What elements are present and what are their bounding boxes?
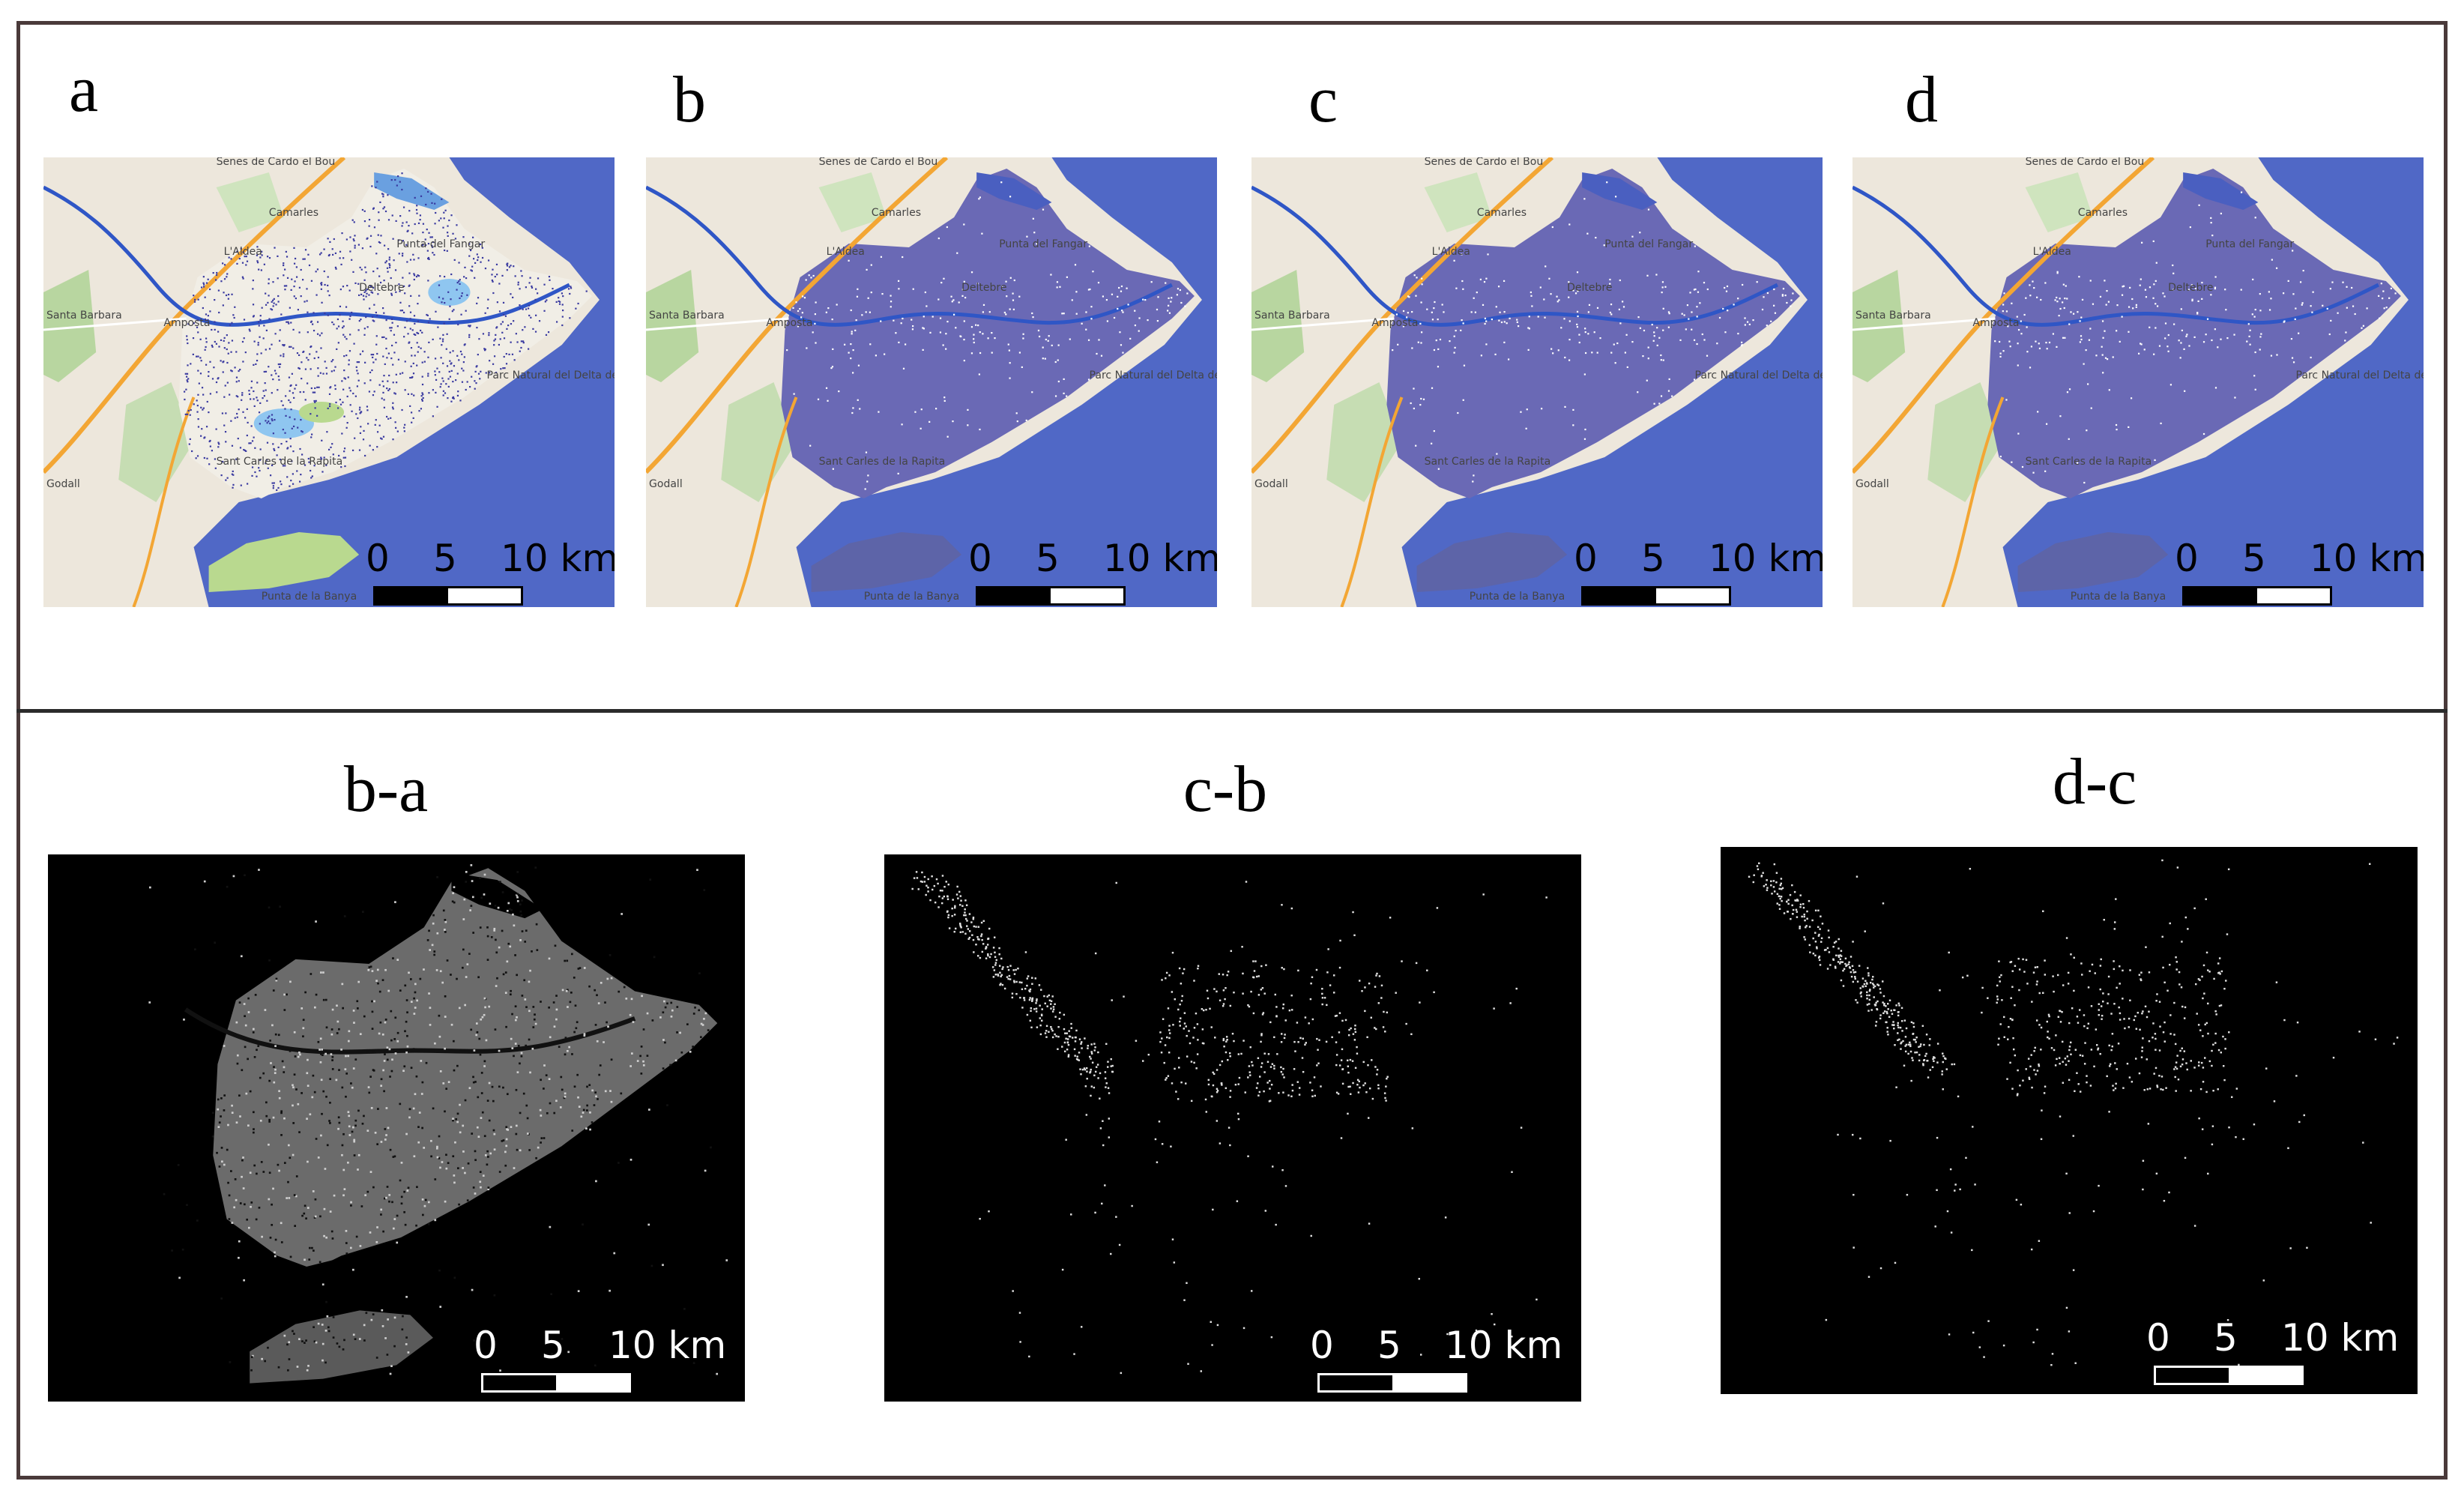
- place-label-deltebre: Deltebre: [961, 282, 1006, 294]
- map-panel-d: Senes de Cardo el Bou Camarles L'Aldea Delt…: [1852, 157, 2424, 607]
- place-label-punta_banya: Punta de la Banya: [262, 591, 357, 603]
- place-label-parc: Parc Natural del Delta de l'Ebre: [487, 370, 615, 381]
- place-label-parc: Parc Natural del Delta de l'Ebre: [1695, 370, 1823, 381]
- place-label-godall: Godall: [46, 478, 80, 490]
- pixel-dots: [1392, 181, 1794, 483]
- pixel-dots: [1994, 191, 2397, 484]
- place-label-santa_barbara: Santa Barbara: [649, 310, 725, 322]
- place-label-punta_fangar: Punta del Fangar: [1604, 238, 1693, 250]
- place-label-deltebre: Deltebre: [2168, 282, 2213, 294]
- place-label-aldea: L'Aldea: [1432, 246, 1470, 258]
- panel-b-label: b: [673, 64, 706, 136]
- place-label-godall: Godall: [649, 478, 683, 490]
- panel-a-label: a: [69, 53, 99, 126]
- place-label-seves: Senes de Cardo el Bou: [217, 157, 336, 168]
- place-label-camarles: Camarles: [269, 207, 318, 219]
- place-label-aldea: L'Aldea: [2033, 246, 2071, 258]
- panel-c-b-label: c-b: [1183, 753, 1268, 826]
- place-label-punta_fangar: Punta del Fangar: [396, 238, 485, 250]
- place-label-santa_barbara: Santa Barbara: [1855, 310, 1931, 322]
- place-label-parc: Parc Natural del Delta de l'Ebre: [2296, 370, 2424, 381]
- panel-c-label: c: [1308, 64, 1338, 136]
- place-label-sant_carles: Sant Carles de la Rapita: [819, 456, 946, 468]
- difference-map-c-b: [911, 871, 1547, 1375]
- panel-d-c-label: d-c: [2052, 746, 2137, 818]
- place-label-amposta: Amposta: [1371, 317, 1418, 329]
- place-label-seves: Senes de Cardo el Bou: [2026, 157, 2145, 168]
- difference-panel-d-c: 0 5 10 km: [1721, 847, 2418, 1394]
- difference-map-d-c: [1748, 859, 2399, 1366]
- delta-map-a: Senes de Cardo el Bou Camarles L'Aldea Delt…: [43, 157, 615, 607]
- place-label-amposta: Amposta: [163, 317, 210, 329]
- place-label-punta_banya: Punta de la Banya: [864, 591, 959, 603]
- place-label-camarles: Camarles: [1477, 207, 1527, 219]
- place-label-godall: Godall: [1254, 478, 1288, 490]
- place-label-camarles: Camarles: [2078, 207, 2128, 219]
- pixel-dots: [183, 172, 588, 491]
- difference-panel-c-b: 0 5 10 km: [884, 854, 1581, 1402]
- figure-frame: [16, 21, 2448, 1480]
- place-label-amposta: Amposta: [1972, 317, 2019, 329]
- place-label-amposta: Amposta: [766, 317, 812, 329]
- place-label-parc: Parc Natural del Delta de l'Ebre: [1090, 370, 1217, 381]
- panel-b-a-label: b-a: [343, 753, 429, 826]
- place-label-punta_banya: Punta de la Banya: [2071, 591, 2166, 603]
- place-label-punta_banya: Punta de la Banya: [1470, 591, 1565, 603]
- map-panel-c: Senes de Cardo el Bou Camarles L'Aldea Delt…: [1251, 157, 1823, 607]
- place-label-godall: Godall: [1855, 478, 1889, 490]
- map-panel-b: Senes de Cardo el Bou Camarles L'Aldea Delt…: [646, 157, 1217, 607]
- panel-divider: [16, 709, 2448, 713]
- delta-map-c: Senes de Cardo el Bou Camarles L'Aldea Delt…: [1251, 157, 1823, 607]
- delta-map-b: Senes de Cardo el Bou Camarles L'Aldea Delt…: [646, 157, 1217, 607]
- place-label-seves: Senes de Cardo el Bou: [819, 157, 938, 168]
- place-label-santa_barbara: Santa Barbara: [46, 310, 122, 322]
- place-label-camarles: Camarles: [872, 207, 921, 219]
- place-label-punta_fangar: Punta del Fangar: [999, 238, 1087, 250]
- place-label-deltebre: Deltebre: [359, 282, 404, 294]
- place-label-santa_barbara: Santa Barbara: [1254, 310, 1330, 322]
- place-label-aldea: L'Aldea: [224, 246, 262, 258]
- map-panel-a: Senes de Cardo el Bou Camarles L'Aldea Delt…: [43, 157, 615, 607]
- delta-map-d: Senes de Cardo el Bou Camarles L'Aldea Delt…: [1852, 157, 2424, 607]
- place-label-aldea: L'Aldea: [827, 246, 865, 258]
- place-label-sant_carles: Sant Carles de la Rapita: [1425, 456, 1551, 468]
- place-label-punta_fangar: Punta del Fangar: [2205, 238, 2294, 250]
- difference-map-b-a: [148, 864, 728, 1384]
- place-label-deltebre: Deltebre: [1567, 282, 1612, 294]
- place-label-sant_carles: Sant Carles de la Rapita: [2026, 456, 2152, 468]
- difference-panel-b-a: 0 5 10 km: [48, 854, 745, 1402]
- panel-d-label: d: [1905, 64, 1938, 136]
- place-label-seves: Senes de Cardo el Bou: [1425, 157, 1544, 168]
- pixel-dots: [786, 181, 1189, 490]
- place-label-sant_carles: Sant Carles de la Rapita: [217, 456, 343, 468]
